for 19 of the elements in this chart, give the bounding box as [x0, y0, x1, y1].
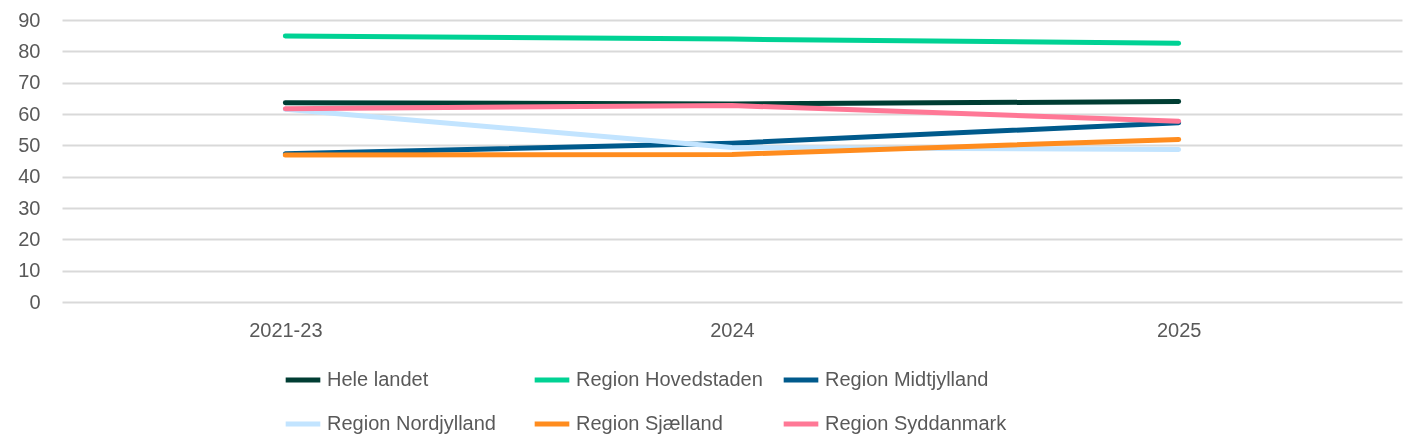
legend-label: Region Sjælland	[576, 412, 723, 434]
legend-label: Region Syddanmark	[825, 412, 1008, 434]
legend-label: Region Hovedstaden	[576, 368, 763, 390]
y-tick-label: 60	[18, 102, 41, 125]
y-tick-label: 90	[18, 8, 41, 31]
y-tick-label: 0	[29, 290, 41, 313]
x-tick-label: 2025	[1156, 318, 1202, 341]
x-tick-label: 2024	[710, 318, 755, 341]
legend-label: Hele landet	[327, 368, 429, 390]
y-tick-label: 10	[18, 259, 41, 282]
legend-label: Region Midtjylland	[825, 368, 989, 390]
x-tick-label: 2021-23	[249, 318, 323, 341]
y-tick-label: 50	[18, 133, 41, 156]
y-tick-label: 70	[18, 71, 41, 94]
y-tick-label: 80	[18, 39, 41, 62]
y-tick-label: 40	[18, 165, 41, 188]
y-tick-label: 20	[18, 227, 41, 250]
y-tick-label: 30	[18, 196, 41, 219]
legend-label: Region Nordjylland	[327, 412, 496, 434]
